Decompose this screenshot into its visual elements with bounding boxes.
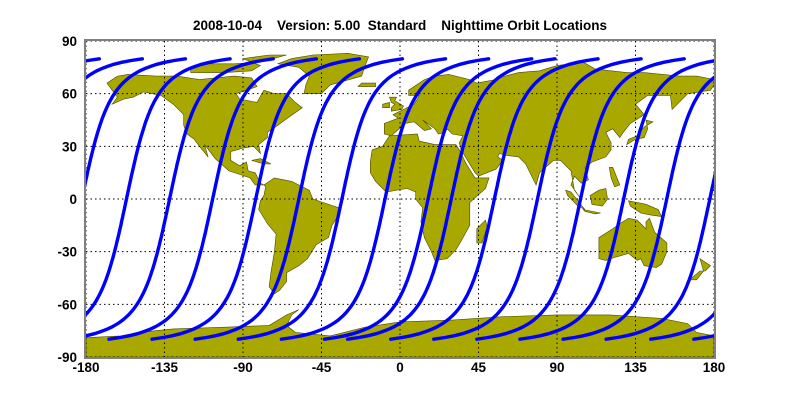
orbit-track-15 [604, 171, 714, 341]
x-tick-label: 45 [471, 360, 487, 375]
x-tick-label: 180 [703, 360, 726, 375]
land-new-guinea [628, 200, 663, 217]
orbit-track-13 [518, 59, 714, 341]
x-tick-label: -180 [72, 360, 99, 375]
orbit-track-3 [737, 59, 800, 339]
orbit-track-1 [86, 57, 232, 317]
orbit-track-7 [279, 57, 491, 341]
orbit-track-14 [561, 75, 714, 341]
land-philippines [608, 167, 621, 188]
x-tick-label: -90 [233, 360, 253, 375]
land-japan [626, 119, 654, 146]
orbit-track-6 [236, 57, 448, 341]
x-tick-label: 0 [396, 360, 404, 375]
orbit-track-9 [346, 57, 557, 341]
y-tick-label: 30 [62, 139, 77, 154]
y-tick-label: 0 [69, 192, 77, 207]
orbit-track-4 [780, 59, 800, 339]
y-tick-label: 90 [62, 34, 77, 49]
x-tick-label: 135 [624, 360, 647, 375]
x-tick-label: -135 [151, 360, 179, 375]
chart-title: 2008-10-04 Version: 5.00 Standard Nightt… [193, 18, 607, 33]
y-tick-label: -30 [57, 245, 77, 260]
land-java [582, 209, 601, 215]
land-britain [389, 96, 404, 112]
land-iceland [357, 82, 376, 87]
x-tick-label: -45 [312, 360, 332, 375]
land-ireland [382, 102, 390, 108]
x-tick-label: 90 [549, 360, 564, 375]
y-tick-label: -60 [57, 297, 77, 312]
orbit-track-12 [0, 59, 56, 339]
orbit-track-5 [193, 57, 405, 341]
orbit-track-11 [0, 59, 13, 339]
orbit-track-15 [86, 57, 188, 188]
orbit-track-11 [432, 57, 643, 341]
land-cuba [251, 158, 272, 165]
x-axis: -180 -135 -90 -45 0 45 90 135 180 [72, 360, 725, 375]
plot-frame [84, 39, 716, 359]
y-axis: 90 60 30 0 -30 -60 -90 [57, 34, 77, 365]
orbit-track-10 [389, 57, 600, 341]
land-borneo [589, 188, 608, 207]
orbit-track-2 [86, 57, 275, 338]
y-tick-label: 60 [62, 87, 77, 102]
orbit-track-8 [322, 57, 534, 341]
orbit-track-4 [150, 57, 362, 341]
orbit-tracks [0, 57, 800, 341]
land-south-america [258, 177, 340, 295]
orbit-track-3 [107, 57, 318, 341]
y-tick-label: -90 [57, 350, 77, 365]
orbit-track-12 [475, 57, 686, 341]
land-new-zealand [688, 257, 711, 281]
land-madagascar [476, 219, 488, 244]
